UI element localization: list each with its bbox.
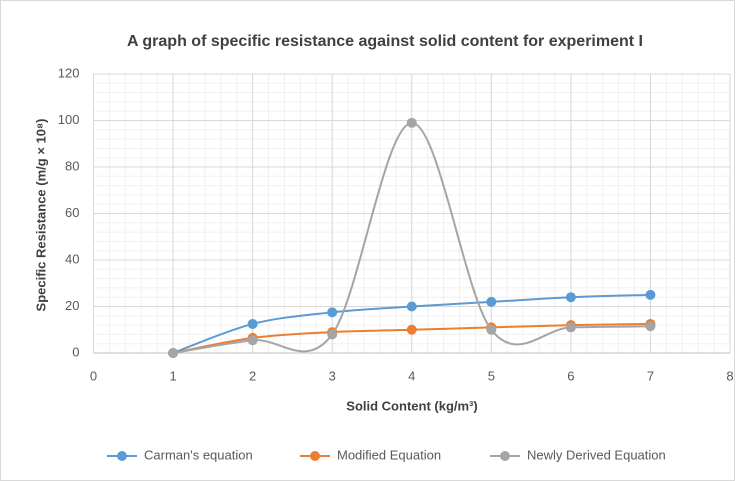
marker bbox=[406, 324, 417, 335]
x-tick-label: 5 bbox=[488, 368, 495, 383]
x-tick-label: 2 bbox=[249, 368, 256, 383]
x-tick-label: 1 bbox=[169, 368, 176, 383]
marker bbox=[486, 296, 497, 307]
legend-marker bbox=[500, 451, 510, 461]
legend-label: Carman's equation bbox=[144, 447, 253, 462]
legend-label: Newly Derived Equation bbox=[527, 447, 666, 462]
x-tick-label: 8 bbox=[726, 368, 733, 383]
marker bbox=[645, 321, 656, 332]
x-tick-label: 3 bbox=[329, 368, 336, 383]
marker bbox=[247, 318, 258, 329]
x-axis-title: Solid Content (kg/m³) bbox=[346, 398, 477, 413]
marker bbox=[247, 335, 258, 346]
marker bbox=[327, 307, 338, 318]
x-tick-label: 6 bbox=[567, 368, 574, 383]
legend-marker bbox=[310, 451, 320, 461]
y-tick-label: 40 bbox=[65, 251, 79, 266]
y-tick-label: 0 bbox=[72, 344, 79, 359]
x-tick-label: 7 bbox=[647, 368, 654, 383]
marker bbox=[645, 289, 656, 300]
y-tick-label: 60 bbox=[65, 205, 79, 220]
y-tick-label: 120 bbox=[58, 65, 80, 80]
x-tick-label: 0 bbox=[90, 368, 97, 383]
marker bbox=[565, 322, 576, 333]
marker bbox=[486, 324, 497, 335]
marker bbox=[327, 329, 338, 340]
marker bbox=[406, 301, 417, 312]
legend-marker bbox=[117, 451, 127, 461]
y-axis-title: Specific Resistance (m/g × 10⁸) bbox=[33, 119, 48, 312]
y-tick-label: 20 bbox=[65, 298, 79, 313]
legend-label: Modified Equation bbox=[337, 447, 441, 462]
y-tick-label: 80 bbox=[65, 158, 79, 173]
x-tick-label: 4 bbox=[408, 368, 415, 383]
marker bbox=[168, 348, 179, 358]
chart-title: A graph of specific resistance against s… bbox=[127, 33, 643, 50]
y-tick-label: 100 bbox=[58, 112, 80, 127]
marker bbox=[565, 292, 576, 303]
marker bbox=[406, 117, 417, 128]
